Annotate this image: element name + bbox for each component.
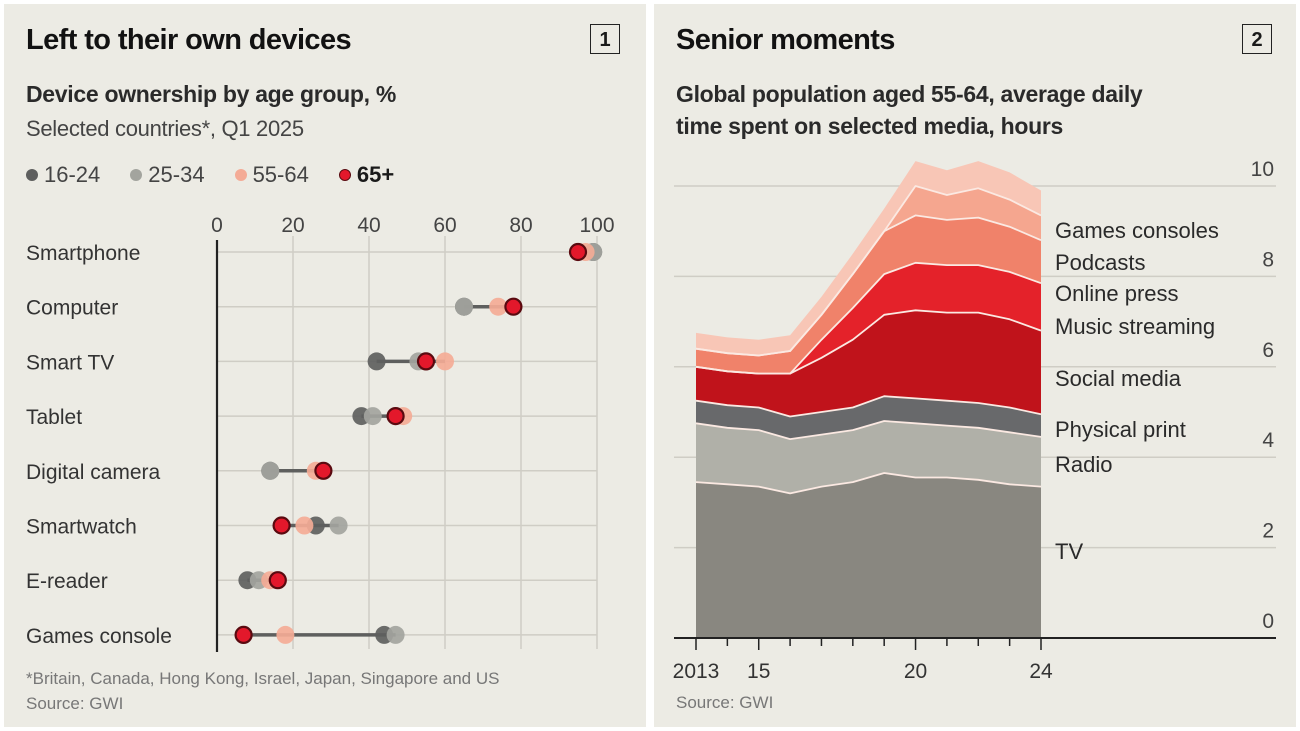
series-boundary-line (695, 395, 1042, 418)
legend-item: 65+ (338, 162, 395, 188)
source-label: Source: GWI (26, 694, 124, 713)
area-social-media (696, 310, 1041, 417)
data-point-65plus (386, 407, 405, 426)
series-label: TV (1055, 539, 1083, 564)
data-point-65plus (268, 571, 287, 590)
series-boundary-line (695, 472, 1042, 495)
legend-swatch (26, 169, 38, 181)
data-point-65plus (568, 242, 588, 262)
data-point-25-34 (455, 297, 473, 316)
category-label: Smartwatch (26, 516, 137, 539)
legend-item: 25-34 (130, 162, 205, 188)
dot-plot-svg: 0 20 40 60 80 100 Smartphone Computer Smart TV Ta… (26, 214, 615, 652)
chart-title: Senior moments (676, 24, 895, 56)
category-label: Games console (26, 625, 172, 648)
x-tick-label: 60 (433, 214, 456, 237)
y-tick-label: 10 (1251, 158, 1274, 181)
legend-swatch (130, 169, 143, 181)
y-tick-label: 4 (1262, 429, 1274, 452)
x-tick-label: 24 (1029, 660, 1053, 683)
legend-swatch (338, 169, 351, 181)
data-point-65plus (416, 352, 436, 371)
series-label: Radio (1055, 452, 1112, 477)
data-point-55-64 (295, 516, 314, 535)
legend-label: 25-34 (148, 162, 205, 187)
chart-subtitle-line-1: Global population aged 55-64, average da… (676, 81, 1143, 107)
x-tick-label: 2013 (673, 660, 720, 683)
series-label: Social media (1055, 366, 1182, 391)
chart-subtitle: Device ownership by age group, % (26, 81, 396, 107)
area-radio (696, 421, 1041, 494)
legend-label: 65+ (356, 162, 395, 187)
chart-subtitle-secondary: Selected countries*, Q1 2025 (26, 116, 304, 141)
category-label: Computer (26, 297, 118, 320)
y-tick-label: 0 (1262, 610, 1274, 633)
area-podcasts (696, 186, 1041, 356)
data-point-65plus (314, 461, 333, 480)
dot-chart-panel: Left to their own devices 1 Device owner… (4, 4, 646, 727)
legend: 16-24 25-34 55-64 65+ (26, 162, 424, 188)
series-boundary-line (695, 185, 1042, 357)
x-tick-label: 100 (579, 214, 614, 237)
area-physical-print (696, 396, 1041, 440)
area-games-consoles (696, 161, 1041, 356)
data-point-55-64 (489, 297, 508, 316)
category-label: E-reader (26, 570, 108, 593)
y-tick-label: 6 (1262, 339, 1274, 362)
series-label: Online press (1055, 281, 1179, 306)
chart-number-badge: 1 (590, 24, 620, 54)
category-label: Smartphone (26, 242, 140, 265)
series-label: Podcasts (1055, 250, 1146, 275)
area-tv (696, 473, 1041, 638)
x-tick-label: 0 (211, 214, 223, 237)
x-tick-label: 20 (281, 214, 304, 237)
area-chart-panel: Senior moments 2 Global population aged … (654, 4, 1296, 727)
series-label: Games consoles (1055, 218, 1219, 243)
category-label: Tablet (26, 406, 82, 429)
legend-label: 16-24 (44, 162, 101, 187)
area-music-streaming (696, 262, 1041, 374)
y-tick-label: 2 (1262, 520, 1274, 543)
area-online-press (696, 215, 1041, 374)
legend-swatch (234, 169, 247, 181)
series-boundary-line (695, 261, 1042, 375)
data-point-25-34 (386, 625, 405, 644)
chart-subtitle: Global population aged 55-64, average da… (676, 78, 1143, 142)
chart-title: Left to their own devices (26, 24, 352, 56)
x-tick-label: 15 (747, 660, 770, 683)
data-point-65plus (272, 516, 291, 535)
data-point-55-64 (436, 352, 454, 371)
data-point-65plus (504, 297, 523, 316)
data-point-25-34 (329, 516, 348, 535)
x-tick-label: 40 (357, 214, 380, 237)
x-tick-label: 80 (509, 214, 532, 237)
legend-item: 16-24 (26, 162, 100, 188)
chart-subtitle-line-2: time spent on selected media, hours (676, 113, 1063, 139)
data-point-25-34 (261, 461, 280, 480)
data-point-65plus (234, 625, 253, 645)
legend-label: 55-64 (252, 162, 309, 187)
y-tick-label: 8 (1262, 248, 1274, 271)
data-point-16-24 (367, 352, 386, 371)
footnote: *Britain, Canada, Hong Kong, Israel, Jap… (26, 666, 499, 716)
data-point-25-34 (363, 407, 382, 426)
category-label: Digital camera (26, 461, 161, 484)
legend-item: 55-64 (234, 162, 309, 188)
series-label: Physical print (1055, 417, 1186, 442)
category-label: Smart TV (26, 351, 114, 374)
data-point-55-64 (276, 625, 295, 644)
chart-number-badge: 2 (1242, 24, 1272, 54)
series-label: Music streaming (1055, 314, 1215, 339)
series-boundary-line (695, 420, 1042, 440)
footnote-countries: *Britain, Canada, Hong Kong, Israel, Jap… (26, 669, 500, 688)
source-label: Source: GWI (676, 693, 774, 712)
x-tick-label: 20 (904, 660, 927, 683)
